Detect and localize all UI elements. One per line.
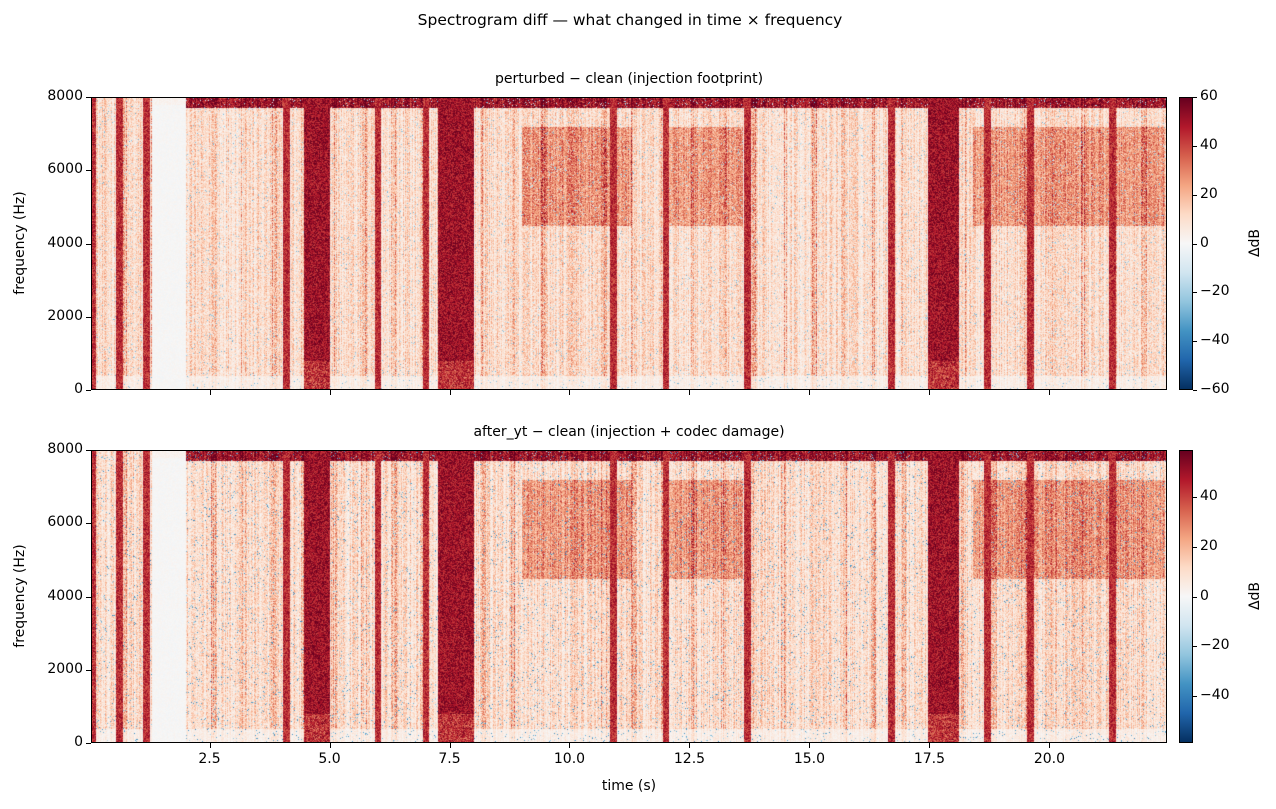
colorbar-tick-label: −40 xyxy=(1200,686,1230,703)
y-tick-label: 2000 xyxy=(47,660,83,677)
y-axis-label: frequency (Hz) xyxy=(12,543,28,648)
axes-frame xyxy=(91,97,1167,390)
colorbar-tick-mark xyxy=(1193,390,1197,391)
x-tick-mark xyxy=(689,743,690,748)
x-tick-mark xyxy=(689,390,690,395)
colorbar-tick-mark xyxy=(1193,244,1197,245)
colorbar-tick-mark xyxy=(1193,597,1197,598)
x-tick-mark xyxy=(210,390,211,395)
spectrogram-heatmap xyxy=(91,97,1167,390)
y-tick-mark xyxy=(86,170,91,171)
x-tick-mark xyxy=(929,390,930,395)
colorbar-tick-label: 40 xyxy=(1200,136,1218,153)
colorbar-tick-mark xyxy=(1193,341,1197,342)
colorbar-tick-label: −20 xyxy=(1200,283,1230,300)
x-tick-mark xyxy=(1049,390,1050,395)
y-tick-mark xyxy=(86,97,91,98)
colorbar-tick-label: −60 xyxy=(1200,381,1230,397)
x-tick-mark xyxy=(1049,743,1050,748)
colorbar-label: ΔdB xyxy=(1247,228,1263,257)
y-tick-mark xyxy=(86,450,91,451)
x-tick-mark xyxy=(809,390,810,395)
y-tick-label: 0 xyxy=(74,734,83,750)
x-tick-mark xyxy=(569,390,570,395)
y-tick-label: 8000 xyxy=(47,441,83,457)
x-tick-mark xyxy=(809,743,810,748)
x-tick-label: 2.5 xyxy=(198,751,221,767)
colorbar-tick-mark xyxy=(1193,547,1197,548)
y-tick-mark xyxy=(86,390,91,391)
x-tick-mark xyxy=(210,743,211,748)
colorbar-tick-label: 20 xyxy=(1200,185,1218,202)
figure-title: Spectrogram diff — what changed in time … xyxy=(417,11,843,29)
x-tick-mark xyxy=(450,390,451,395)
colorbar-tick-mark xyxy=(1193,497,1197,498)
x-tick-mark xyxy=(450,743,451,748)
y-tick-mark xyxy=(86,670,91,671)
colorbar-tick-mark xyxy=(1193,696,1197,697)
colorbar-tick-label: 60 xyxy=(1200,88,1218,104)
colorbar-tick-mark xyxy=(1193,146,1197,147)
y-tick-mark xyxy=(86,597,91,598)
colorbar xyxy=(1179,97,1193,390)
y-tick-label: 2000 xyxy=(47,307,83,324)
colorbar-tick-mark xyxy=(1193,646,1197,647)
x-tick-mark xyxy=(330,743,331,748)
colorbar-tick-mark xyxy=(1193,292,1197,293)
subplot-title: perturbed − clean (injection footprint) xyxy=(494,71,764,87)
colorbar-tick-label: −20 xyxy=(1200,637,1230,654)
colorbar-tick-label: −40 xyxy=(1200,332,1230,349)
x-axis-label: time (s) xyxy=(601,778,657,794)
y-tick-label: 4000 xyxy=(47,587,83,604)
y-tick-label: 6000 xyxy=(47,161,83,178)
x-tick-label: 15.0 xyxy=(793,751,826,767)
axes-frame xyxy=(91,450,1167,743)
y-tick-label: 8000 xyxy=(47,88,83,104)
x-tick-label: 12.5 xyxy=(673,751,706,767)
colorbar-label: ΔdB xyxy=(1247,581,1263,610)
y-tick-label: 6000 xyxy=(47,514,83,531)
colorbar-tick-label: 40 xyxy=(1200,488,1218,505)
y-tick-mark xyxy=(86,244,91,245)
spectrogram-heatmap xyxy=(91,450,1167,743)
y-tick-label: 4000 xyxy=(47,234,83,251)
x-tick-label: 17.5 xyxy=(913,751,945,767)
colorbar-tick-label: 0 xyxy=(1200,234,1209,251)
colorbar-tick-mark xyxy=(1193,195,1197,196)
y-tick-mark xyxy=(86,317,91,318)
colorbar-tick-label: 20 xyxy=(1200,537,1218,554)
y-axis-label: frequency (Hz) xyxy=(12,190,28,295)
x-tick-label: 10.0 xyxy=(553,751,586,767)
x-tick-mark xyxy=(330,390,331,395)
x-tick-mark xyxy=(569,743,570,748)
subplot-title: after_yt − clean (injection + codec dama… xyxy=(473,424,785,440)
x-tick-label: 5.0 xyxy=(318,751,341,767)
colorbar-tick-mark xyxy=(1193,97,1197,98)
x-tick-label: 7.5 xyxy=(438,751,461,767)
y-tick-mark xyxy=(86,743,91,744)
colorbar-tick-label: 0 xyxy=(1200,587,1209,604)
colorbar xyxy=(1179,450,1193,743)
y-tick-label: 0 xyxy=(74,381,83,397)
x-tick-label: 20.0 xyxy=(1033,751,1065,767)
x-tick-mark xyxy=(929,743,930,748)
y-tick-mark xyxy=(86,523,91,524)
